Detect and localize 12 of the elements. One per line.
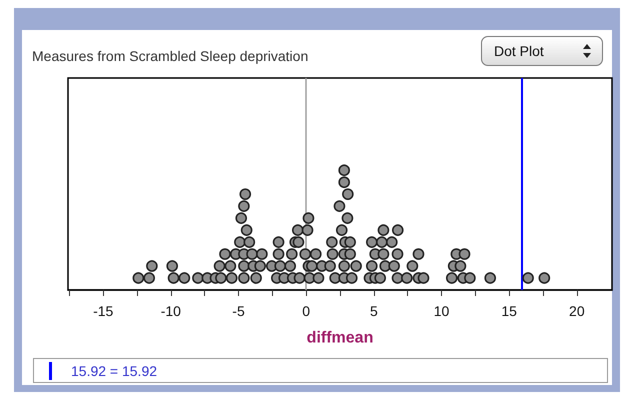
x-tick-label: -10 (160, 303, 182, 319)
x-tick-label: 15 (501, 303, 518, 319)
x-tick-label: 20 (569, 303, 585, 319)
x-tick-label: 5 (370, 303, 378, 319)
x-tick-label: -15 (93, 303, 114, 319)
x-axis-title: diffmean (306, 330, 374, 346)
chart-title: Measures from Scrambled Sleep deprivation (32, 48, 308, 64)
x-tick-label: 0 (302, 303, 310, 319)
text: 15.92 = 15.92 (71, 363, 158, 379)
x-tick-label: 10 (434, 303, 450, 319)
text: Dot Plot (494, 43, 544, 59)
x-tick-label: -5 (232, 303, 245, 319)
